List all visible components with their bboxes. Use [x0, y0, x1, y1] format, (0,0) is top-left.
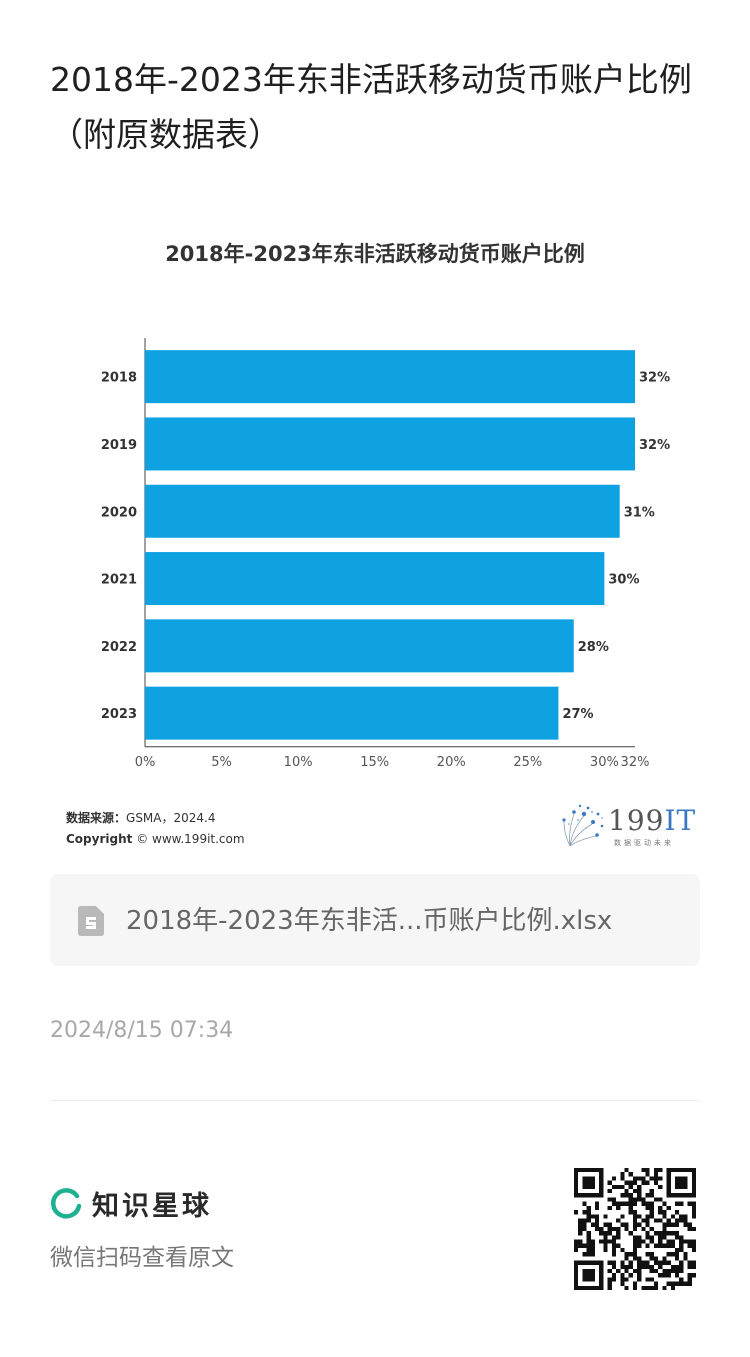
x-tick-label: 30%: [590, 755, 619, 770]
category-label-2019: 2019: [101, 438, 137, 453]
bar-2022: [145, 619, 574, 673]
brand-name-it: IT: [664, 804, 697, 837]
value-label-2022: 28%: [578, 640, 609, 655]
x-tick-label: 32%: [621, 755, 650, 770]
bar-2018: [145, 350, 635, 404]
x-tick-label: 5%: [211, 755, 232, 770]
source-label: 数据来源：: [66, 811, 127, 825]
x-tick-label: 25%: [513, 755, 542, 770]
brand-name-num: 199: [608, 804, 665, 837]
value-label-2023: 27%: [562, 707, 593, 722]
value-label-2020: 31%: [624, 505, 655, 520]
bar-2021: [145, 552, 605, 606]
copyright-text: © www.199it.com: [136, 832, 245, 846]
brand-logo: 199IT 数据驱动未来: [558, 800, 698, 850]
copyright-label: Copyright: [66, 832, 133, 846]
x-tick-label: 20%: [437, 755, 466, 770]
brand-slogan: 数据驱动未来: [614, 839, 674, 847]
spreadsheet-file-icon: [78, 906, 104, 936]
source-block: 数据来源：GSMA，2024.4 Copyright © www.199it.c…: [66, 808, 245, 850]
value-label-2019: 32%: [639, 438, 670, 453]
bar-2019: [145, 417, 635, 471]
qr-code[interactable]: [574, 1168, 696, 1290]
value-label-2018: 32%: [639, 371, 670, 386]
brand-name: 199IT: [608, 804, 696, 837]
value-label-2021: 30%: [608, 573, 639, 588]
footer-brand-name: 知识星球: [92, 1191, 212, 1222]
bar-2020: [145, 484, 620, 538]
category-label-2021: 2021: [101, 573, 137, 588]
attachment-card[interactable]: 2018年-2023年东非活...币账户比例.xlsx: [50, 874, 700, 966]
divider: [50, 1100, 700, 1101]
chart-card: 2018年-2023年东非活跃移动货币账户比例 2018 32% 2019 32% 20…: [50, 210, 700, 860]
dandelion-icon: [562, 804, 604, 847]
page-title: 2018年-2023年东非活跃移动货币账户比例（附原数据表）: [50, 60, 692, 154]
x-tick-label: 15%: [360, 755, 389, 770]
bar-chart: 2018 32% 2019 32% 2020 31% 2021 30% 2022 28% 2023 2…: [101, 338, 670, 770]
x-tick-label: 10%: [284, 755, 313, 770]
attachment-filename: 2018年-2023年东非活...币账户比例.xlsx: [126, 906, 613, 936]
footer-hint: 微信扫码查看原文: [50, 1245, 234, 1271]
chart-title: 2018年-2023年东非活跃移动货币账户比例: [165, 242, 585, 266]
category-label-2022: 2022: [101, 640, 137, 655]
source-text: GSMA，2024.4: [126, 811, 216, 825]
bar-2023: [145, 686, 559, 740]
category-label-2020: 2020: [101, 505, 137, 520]
category-label-2018: 2018: [101, 371, 137, 386]
category-label-2023: 2023: [101, 707, 137, 722]
publish-timestamp: 2024/8/15 07:34: [50, 1018, 234, 1043]
planet-icon: [51, 1188, 82, 1219]
x-tick-label: 0%: [135, 755, 156, 770]
